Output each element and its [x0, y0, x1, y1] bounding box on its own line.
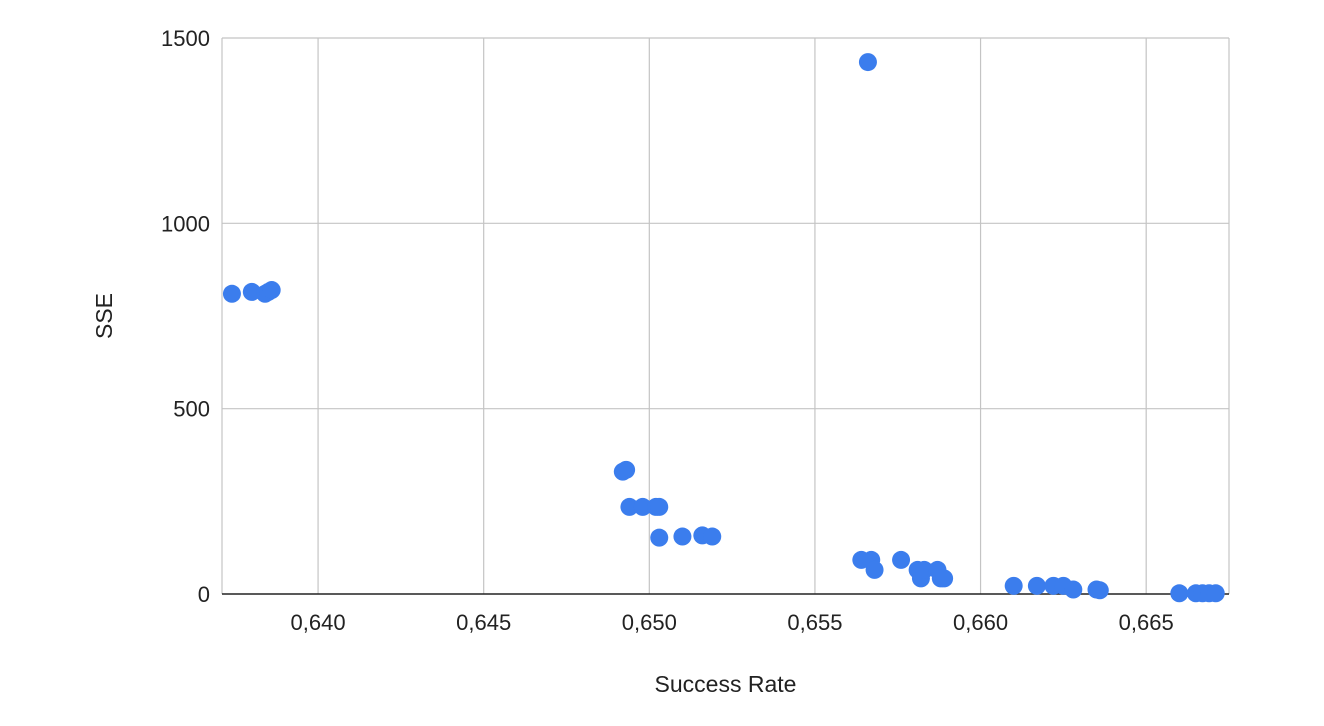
x-tick-label: 0,665 [1119, 610, 1174, 635]
y-tick-label: 1000 [161, 211, 210, 236]
x-tick-label: 0,645 [456, 610, 511, 635]
data-point [892, 550, 911, 569]
data-point [633, 497, 652, 516]
x-tick-label: 0,640 [291, 610, 346, 635]
data-point [650, 497, 669, 516]
y-tick-label: 0 [198, 582, 210, 607]
data-point [703, 527, 722, 546]
data-point [620, 497, 639, 516]
data-point [262, 281, 281, 300]
tick-labels: 0 500 1000 1500 0,640 0,645 0,650 0,655 0,660 0,6… [161, 26, 1174, 635]
x-axis-title: Success Rate [655, 671, 797, 697]
x-tick-label: 0,650 [622, 610, 677, 635]
data-point [222, 284, 241, 303]
data-point [673, 527, 692, 546]
data-point [1170, 584, 1189, 603]
y-tick-label: 1500 [161, 26, 210, 51]
data-point [650, 528, 669, 547]
data-point [1206, 584, 1225, 603]
data-point [1090, 581, 1109, 600]
data-point [865, 560, 884, 579]
data-point [915, 560, 934, 579]
data-point [242, 282, 261, 301]
y-axis-title: SSE [91, 293, 117, 339]
data-point [617, 460, 636, 479]
data-point [1027, 576, 1046, 595]
data-point [1004, 576, 1023, 595]
data-points [222, 53, 1225, 603]
x-tick-label: 0,655 [787, 610, 842, 635]
x-tick-label: 0,660 [953, 610, 1008, 635]
y-tick-label: 500 [173, 397, 210, 422]
data-point [935, 569, 954, 588]
gridlines [221, 37, 1230, 594]
data-point [1064, 580, 1083, 599]
data-point [858, 53, 877, 72]
